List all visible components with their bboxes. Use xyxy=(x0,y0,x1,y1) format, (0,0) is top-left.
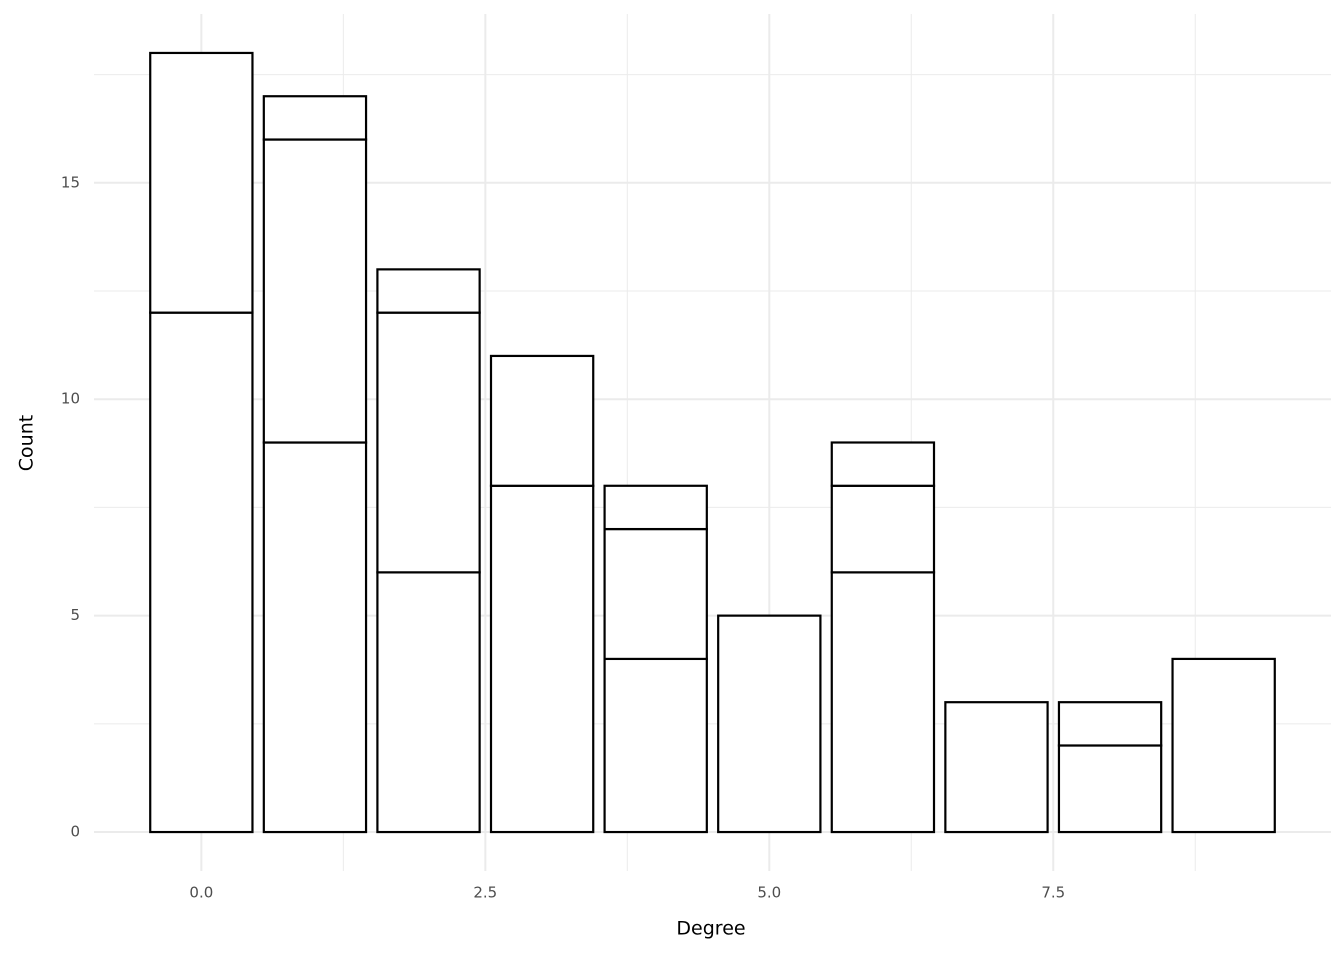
x-tick-label: 0.0 xyxy=(189,884,213,902)
y-axis-title: Count xyxy=(16,415,38,471)
bar-segment xyxy=(603,657,708,834)
y-tick-label: 0 xyxy=(70,823,80,841)
x-tick-label: 5.0 xyxy=(757,884,781,902)
x-tick-label: 2.5 xyxy=(473,884,497,902)
bar-segment xyxy=(376,268,481,314)
x-axis-title: Degree xyxy=(676,918,745,940)
bar-segment xyxy=(830,484,936,574)
bar-segment xyxy=(149,51,254,314)
y-tick-label: 10 xyxy=(61,390,80,408)
bar-segment xyxy=(603,484,708,531)
bar-segment xyxy=(603,527,708,661)
bar-segment xyxy=(489,354,595,487)
bar-segment xyxy=(830,571,936,834)
y-tick-label: 5 xyxy=(70,606,80,624)
bar-segment xyxy=(262,138,368,444)
bar-segment xyxy=(830,441,936,487)
bar-segment xyxy=(489,484,595,834)
bar-segment xyxy=(149,311,254,834)
bar-segment xyxy=(1171,657,1276,834)
bar-segment xyxy=(262,441,368,834)
bar-segment xyxy=(944,701,1049,834)
bar-segment xyxy=(1057,701,1163,747)
x-tick-label: 7.5 xyxy=(1041,884,1065,902)
y-tick-label: 15 xyxy=(61,173,80,191)
bar-segment xyxy=(262,95,368,141)
bar-segment xyxy=(376,311,481,574)
bar-segment xyxy=(1057,744,1163,834)
bar-segment xyxy=(717,614,822,834)
bar-segment xyxy=(376,571,481,834)
